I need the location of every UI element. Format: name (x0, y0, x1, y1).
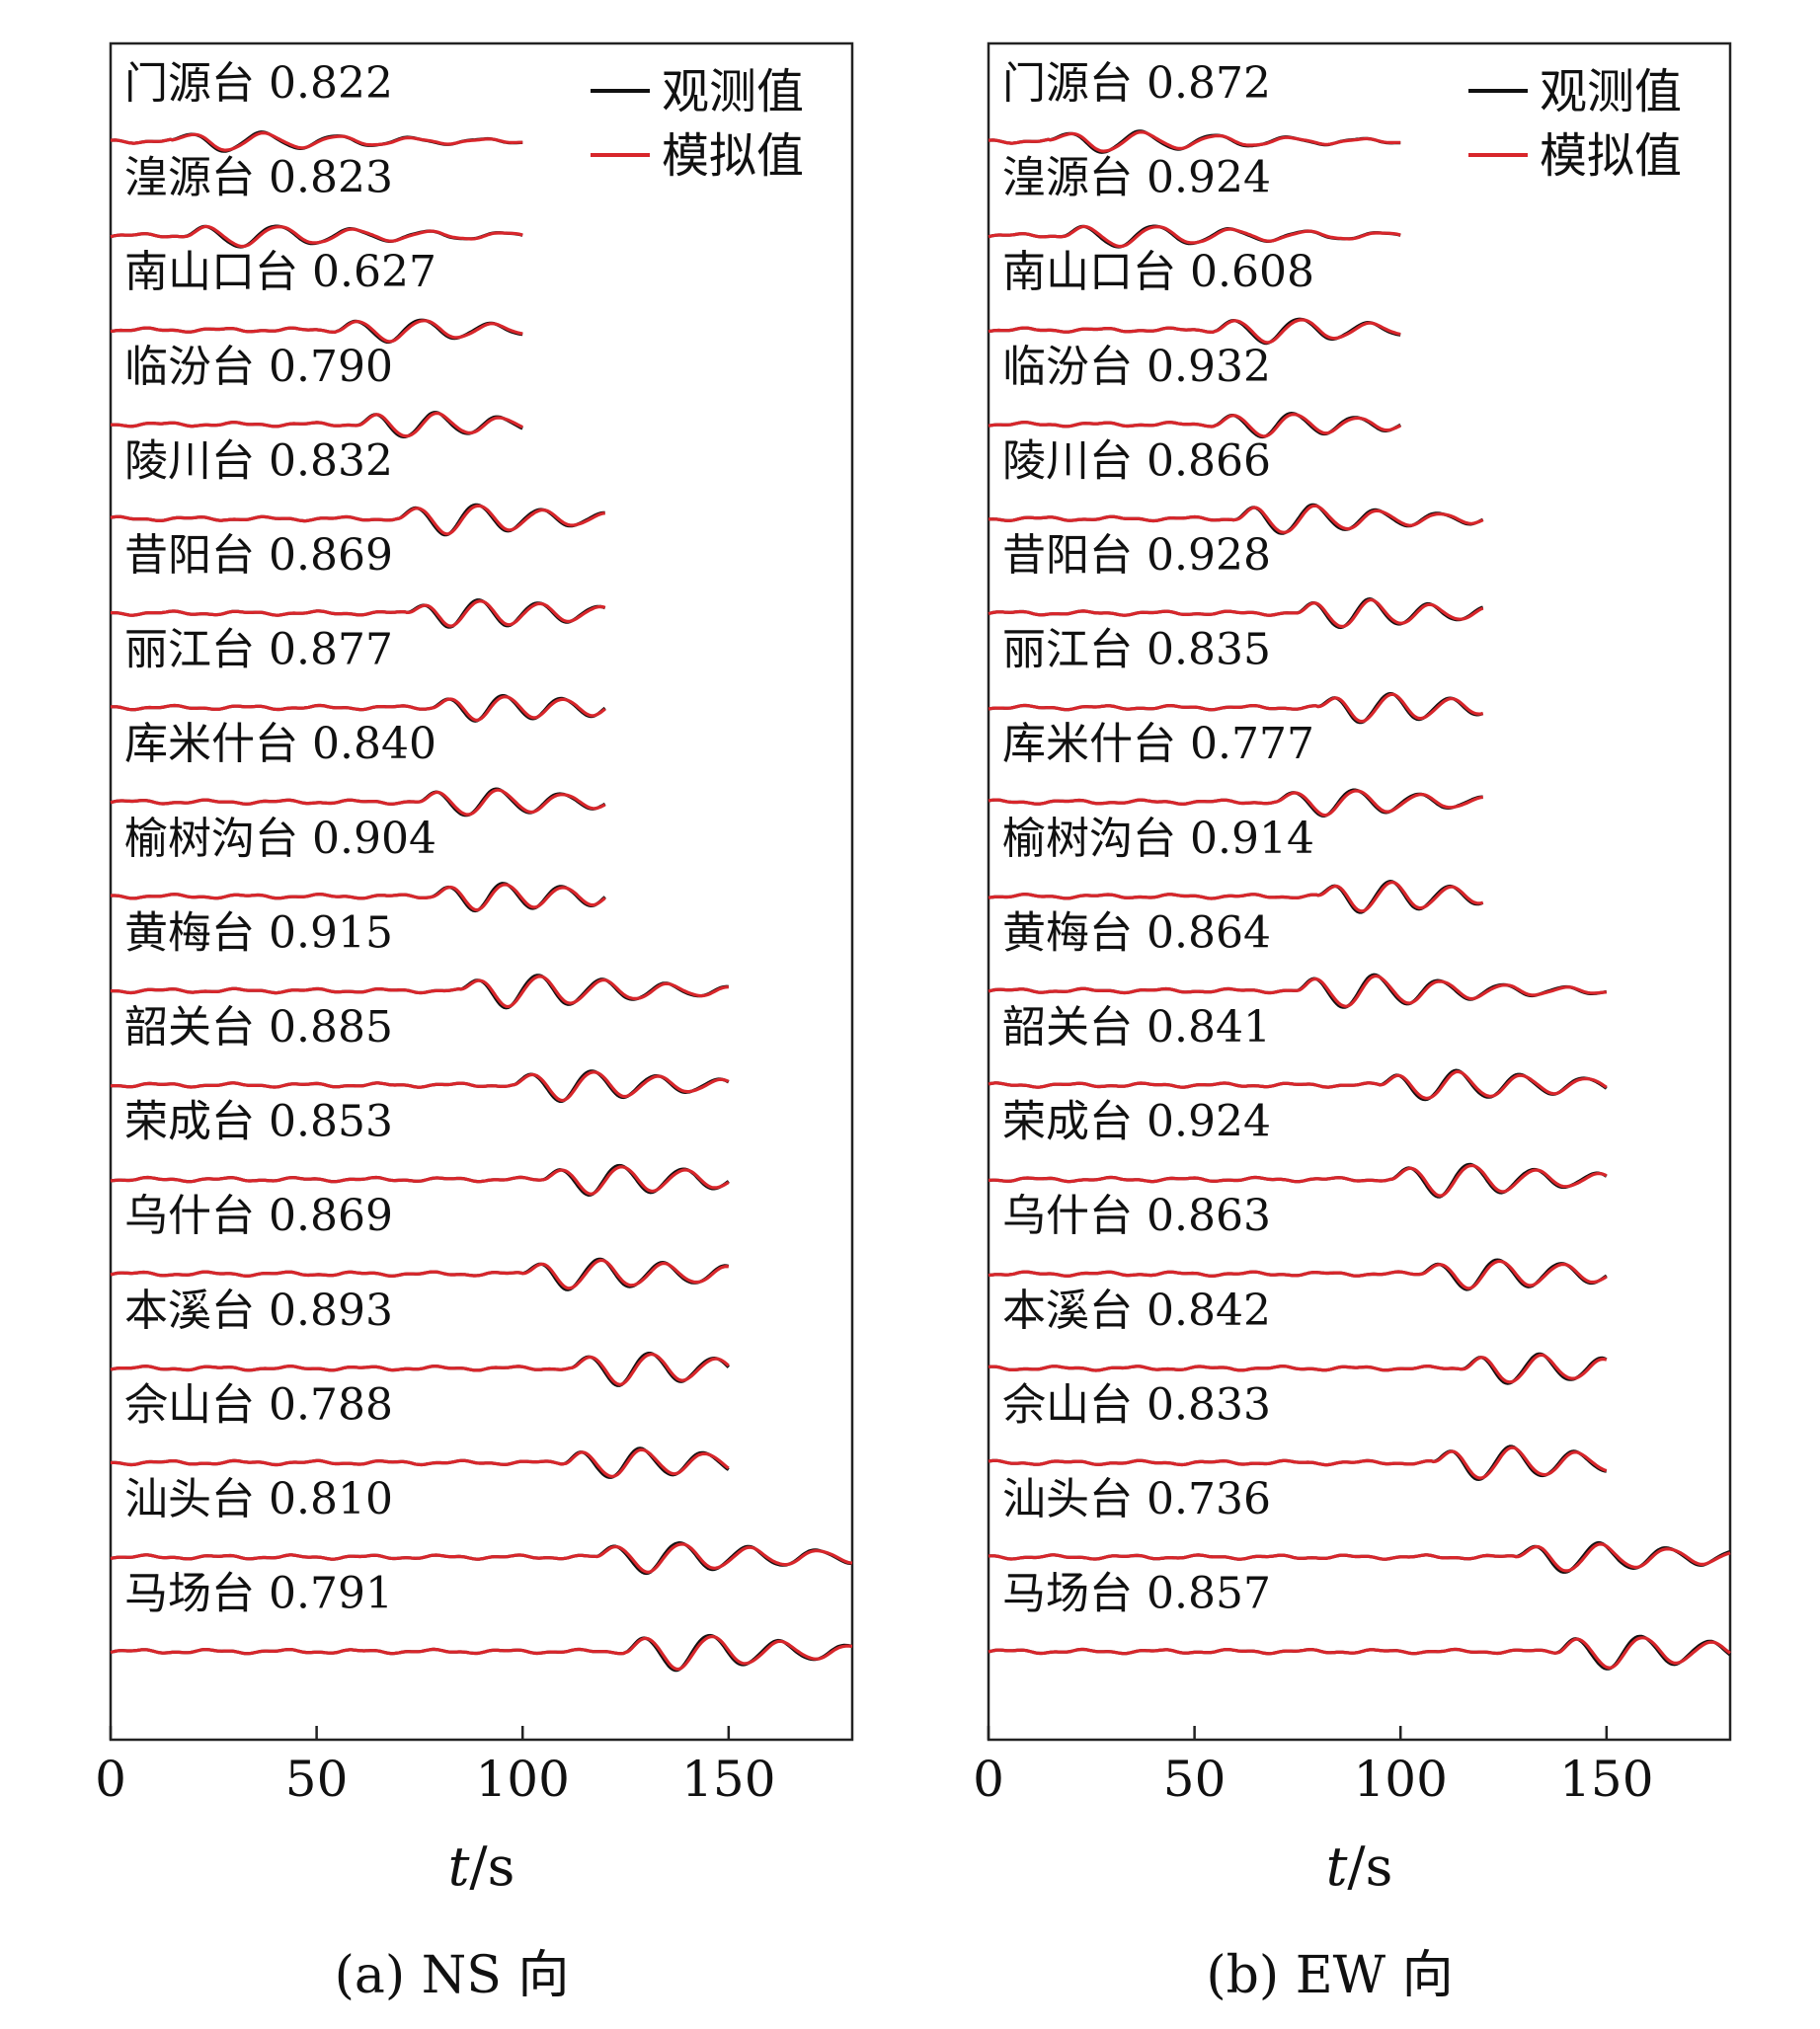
station-label: 乌什台 0.863 (1002, 1191, 1271, 1241)
trace-simulated (110, 1447, 730, 1478)
trace-simulated (110, 504, 605, 536)
trace-simulated (988, 880, 1483, 913)
station-label: 佘山台 0.788 (124, 1379, 393, 1430)
trace-simulated (110, 1634, 853, 1672)
station-label: 荣成台 0.924 (1002, 1097, 1271, 1147)
station-label: 丽江台 0.835 (1002, 625, 1271, 675)
trace-simulated (988, 1636, 1731, 1670)
x-tick-label: 100 (476, 1751, 570, 1808)
station-label: 佘山台 0.833 (1002, 1379, 1271, 1430)
station-label: 临汾台 0.932 (1002, 342, 1271, 392)
trace-simulated (988, 318, 1401, 345)
trace-simulated (110, 319, 523, 344)
x-axis-label: t/s (448, 1835, 515, 1898)
station-label: 库米什台 0.840 (124, 719, 436, 769)
trace-simulated (988, 692, 1483, 724)
station-label: 门源台 0.872 (1002, 58, 1271, 109)
trace-simulated (110, 1165, 730, 1196)
station-label: 本溪台 0.842 (1002, 1286, 1271, 1336)
trace-simulated (988, 974, 1607, 1008)
trace-simulated (988, 1259, 1608, 1290)
trace-simulated (110, 788, 606, 817)
x-tick-label: 100 (1354, 1751, 1448, 1808)
trace-simulated (111, 599, 606, 628)
station-label: 黄梅台 0.915 (124, 907, 393, 958)
station-label: 马场台 0.857 (1002, 1569, 1271, 1619)
station-label: 荣成台 0.853 (124, 1097, 393, 1147)
station-label: 湟源台 0.823 (124, 153, 393, 203)
trace-simulated (988, 597, 1484, 629)
trace-simulated (110, 1353, 730, 1386)
trace-simulated (988, 130, 1401, 153)
station-label: 榆树沟台 0.914 (1002, 814, 1314, 864)
trace-simulated (988, 413, 1401, 438)
trace-simulated (988, 224, 1401, 249)
trace-simulated (110, 1542, 853, 1574)
station-label: 马场台 0.791 (124, 1569, 393, 1619)
x-tick-label: 50 (1163, 1751, 1227, 1808)
station-label: 黄梅台 0.864 (1002, 907, 1271, 958)
legend-observed-label: 观测值 (1540, 64, 1682, 119)
legend-simulated-label: 模拟值 (1540, 128, 1682, 184)
station-label: 陵川台 0.832 (124, 435, 393, 486)
trace-simulated (110, 1070, 730, 1103)
legend-simulated-label: 模拟值 (662, 128, 804, 184)
panel-caption: (b) EW 向 (1206, 1946, 1453, 2005)
legend-observed-label: 观测值 (662, 64, 804, 119)
trace-simulated (988, 1542, 1731, 1573)
plot-frame (109, 41, 854, 1742)
trace-simulated (989, 504, 1484, 534)
x-tick-label: 150 (681, 1751, 775, 1808)
trace-simulated (110, 224, 523, 249)
x-axis-label: t/s (1326, 1835, 1393, 1898)
trace-simulated (110, 975, 729, 1009)
x-tick-label: 0 (973, 1751, 1004, 1808)
station-label: 丽江台 0.877 (124, 625, 393, 675)
trace-simulated (111, 412, 523, 438)
station-label: 榆树沟台 0.904 (124, 814, 436, 864)
trace-observed (111, 411, 523, 438)
x-tick-label: 0 (95, 1751, 126, 1808)
station-label: 陵川台 0.866 (1002, 435, 1271, 486)
trace-simulated (110, 695, 606, 723)
station-label: 乌什台 0.869 (124, 1191, 393, 1241)
plot-frame (987, 41, 1732, 1742)
station-label: 门源台 0.822 (124, 58, 393, 109)
x-tick-label: 50 (285, 1751, 349, 1808)
station-label: 汕头台 0.810 (124, 1474, 393, 1524)
trace-simulated (110, 1258, 729, 1290)
trace-simulated (988, 1445, 1608, 1480)
trace-simulated (110, 130, 523, 152)
x-tick-label: 150 (1559, 1751, 1653, 1808)
station-label: 临汾台 0.790 (124, 342, 393, 392)
station-label: 本溪台 0.893 (124, 1286, 393, 1336)
station-label: 韶关台 0.885 (124, 1002, 393, 1053)
trace-simulated (988, 1069, 1608, 1100)
station-label: 昔阳台 0.928 (1002, 530, 1271, 581)
station-label: 南山口台 0.627 (124, 247, 436, 297)
panel-caption: (a) NS 向 (335, 1946, 570, 2005)
trace-simulated (988, 789, 1483, 818)
station-label: 昔阳台 0.869 (124, 530, 393, 581)
trace-simulated (988, 1353, 1608, 1384)
station-label: 南山口台 0.608 (1002, 247, 1314, 297)
station-label: 汕头台 0.736 (1002, 1474, 1271, 1524)
station-label: 湟源台 0.924 (1002, 153, 1271, 203)
trace-simulated (988, 1163, 1608, 1198)
station-label: 韶关台 0.841 (1002, 1002, 1271, 1053)
trace-simulated (110, 883, 606, 912)
station-label: 库米什台 0.777 (1002, 719, 1314, 769)
